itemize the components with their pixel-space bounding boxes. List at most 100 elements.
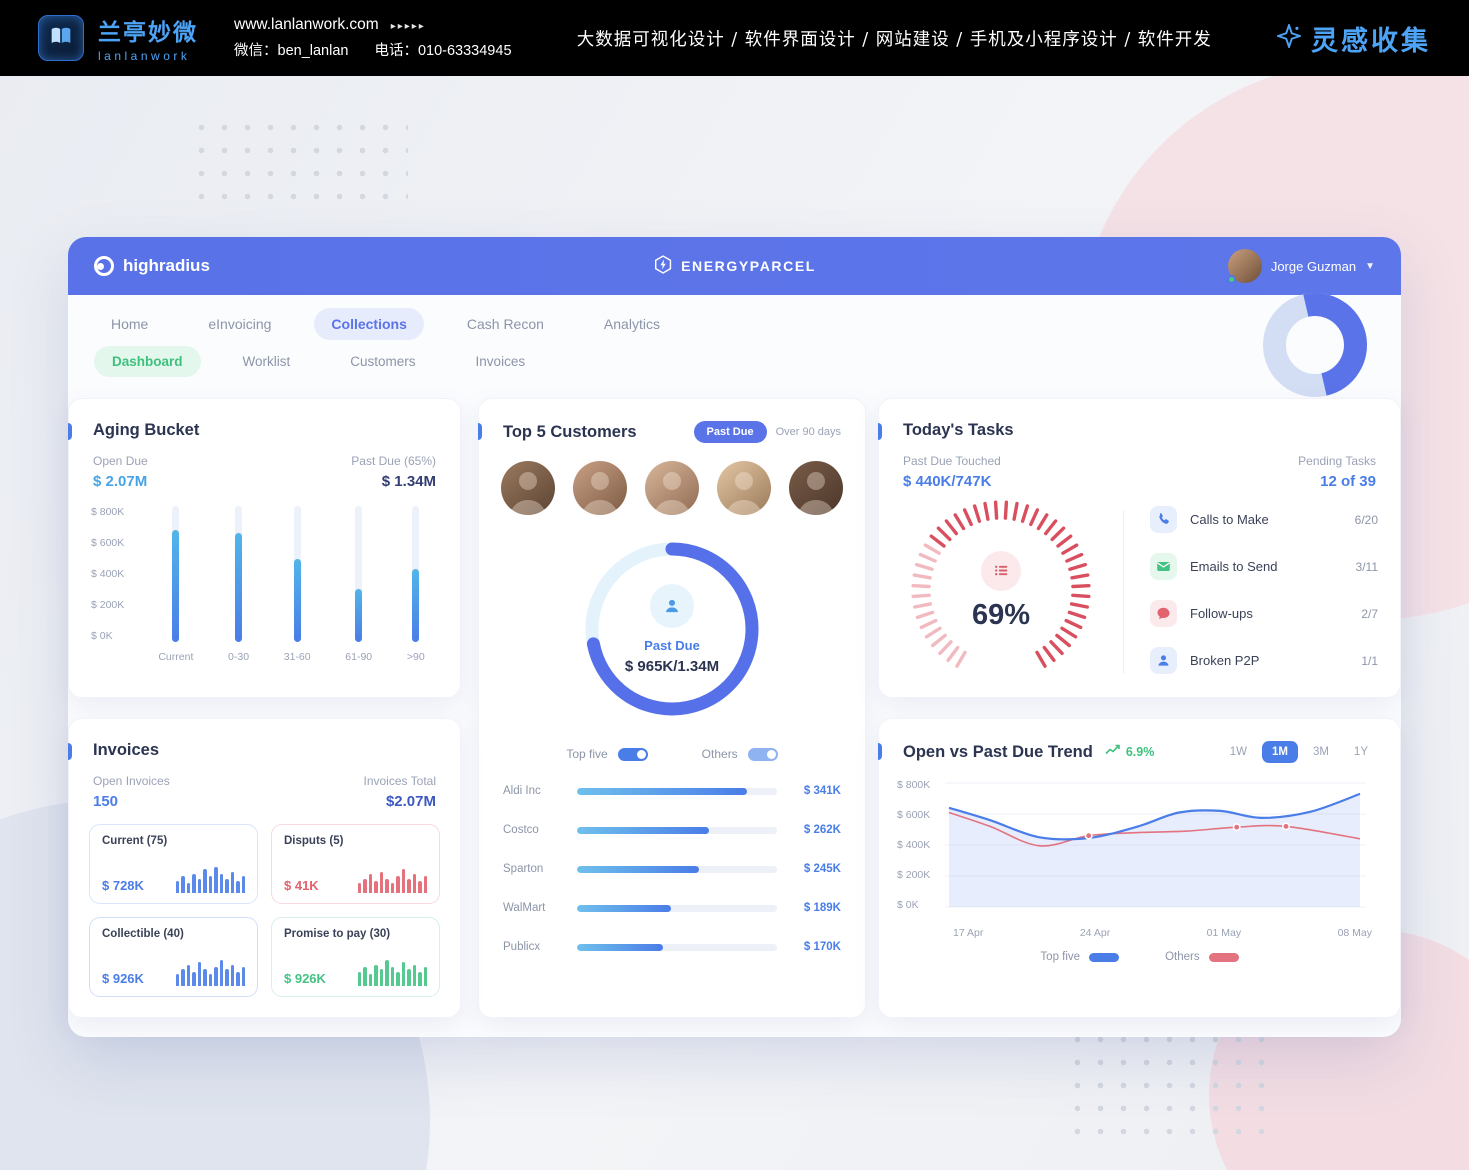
customer-avatar[interactable] (501, 461, 555, 515)
customer-avatar[interactable] (789, 461, 843, 515)
open-invoices-value: 150 (93, 793, 119, 810)
legend-label: Others (701, 747, 738, 761)
task-row[interactable]: Calls to Make 6/20 (1150, 506, 1378, 533)
card-title: Aging Bucket (93, 421, 200, 439)
mini-bar (418, 880, 422, 893)
brand-name-cn: 兰亭妙微 (98, 19, 198, 45)
toggle-knob (636, 749, 646, 759)
toggle-switch[interactable] (747, 747, 778, 761)
axis-tick-label: $ 600K (897, 809, 931, 821)
invoice-breakdown-value: $ 926K (102, 971, 144, 986)
top-five-line (948, 792, 1361, 841)
mini-bar (236, 971, 240, 986)
nav-item-home[interactable]: Home (111, 316, 149, 332)
open-due-label: Open Due (93, 454, 148, 468)
customer-value: $ 170K (803, 941, 841, 953)
gauge-tick (1050, 526, 1066, 542)
company-name: ENERGYPARCEL (681, 258, 816, 274)
customer-avatar[interactable] (573, 461, 627, 515)
contact-block: www.lanlanwork.com ▸▸▸▸▸ 微信：ben_lanlan 电… (234, 16, 512, 60)
wechat-label: 微信：ben_lanlan (234, 43, 349, 59)
gauge-tick (1036, 513, 1049, 531)
subnav-item-customers[interactable]: Customers (350, 354, 416, 369)
user-name: Jorge Guzman (1270, 258, 1357, 274)
customer-bar-row: Sparton $ 245K (503, 863, 841, 875)
inspiration-collect-button[interactable]: 灵感收集 (1275, 19, 1431, 58)
task-list: Calls to Make 6/20 Emails to Send 3/11 Follo… (1150, 506, 1382, 674)
trend-card: Open vs Past Due Trend 6.9% 1W 1M 3M 1Y $ 8… (878, 718, 1401, 1018)
mini-bar (368, 873, 372, 893)
axis-category-label: >90 (406, 651, 425, 663)
todays-tasks-card: Today's Tasks Past Due Touched $ 440K/74… (878, 398, 1401, 698)
legend-toggle[interactable]: Top five (566, 747, 648, 761)
aging-bar-column: >90 (407, 506, 425, 663)
gauge-tick (1055, 633, 1072, 648)
subnav-item-dashboard[interactable]: Dashboard (94, 346, 201, 377)
phone-label: 电话：010-63334945 (374, 43, 512, 59)
energyparcel-hexagon-bolt-icon (653, 255, 672, 277)
invoices-total-label: Invoices Total (363, 774, 437, 788)
gauge-tick (946, 645, 960, 663)
past-due-touched-label: Past Due Touched (903, 454, 1001, 468)
gauge-tick (1071, 593, 1091, 599)
mini-bar (208, 973, 212, 986)
user-menu[interactable]: Jorge Guzman ▼ (1226, 249, 1375, 284)
trend-legend-item[interactable]: Top five (1040, 951, 1120, 963)
mini-bar-chart (175, 956, 245, 986)
past-due-filter-badge[interactable]: Past Due (693, 421, 767, 443)
invoice-breakdown-card[interactable]: Promise to pay (30) $ 926K (271, 917, 440, 997)
top5-legend-toggles: Top five Others (479, 747, 865, 761)
axis-category-label: 31-60 (283, 651, 311, 663)
mini-bar (368, 973, 372, 986)
trend-legend-item[interactable]: Others (1165, 951, 1239, 963)
task-count: 1/1 (1361, 653, 1378, 668)
range-button-3m[interactable]: 3M (1312, 746, 1329, 758)
mini-bar (197, 962, 201, 986)
customer-avatar[interactable] (645, 461, 699, 515)
highradius-logo[interactable]: highradius (94, 256, 210, 276)
range-button-1y[interactable]: 1Y (1353, 746, 1368, 758)
gauge-tick (993, 500, 999, 520)
task-row[interactable]: Broken P2P 1/1 (1150, 647, 1378, 674)
gauge-tick (914, 562, 934, 572)
range-button-1m[interactable]: 1M (1261, 741, 1298, 763)
others-data-point (1282, 822, 1290, 831)
gauge-tick (929, 534, 946, 548)
invoice-breakdown-card[interactable]: Disputs (5) $ 41K (271, 824, 440, 904)
invoice-breakdown-card[interactable]: Current (75) $ 728K (89, 824, 258, 904)
axis-tick-label: 24 Apr (1079, 927, 1111, 939)
nav-item-analytics[interactable]: Analytics (603, 316, 660, 332)
decor-ring (1243, 273, 1387, 417)
trend-legend-label: Others (1165, 951, 1200, 963)
subnav-item-worklist[interactable]: Worklist (242, 354, 291, 369)
legend-toggle[interactable]: Others (702, 747, 778, 761)
task-row[interactable]: Emails to Send 3/11 (1150, 553, 1378, 580)
mini-bar (379, 969, 383, 986)
nav-item-einvoicing[interactable]: eInvoicing (208, 316, 272, 332)
toggle-switch[interactable] (617, 747, 648, 761)
customer-bar-track (577, 787, 777, 795)
invoice-breakdown-value: $ 926K (284, 971, 326, 986)
online-status-dot (1226, 275, 1236, 284)
nav-item-cash-recon[interactable]: Cash Recon (466, 316, 544, 332)
gauge-tick (911, 593, 931, 599)
range-button-1w[interactable]: 1W (1229, 746, 1247, 758)
gauge-tick (955, 650, 967, 668)
invoice-breakdown-label: Promise to pay (30) (284, 928, 391, 940)
lanlanwork-logo[interactable] (38, 15, 84, 61)
invoice-breakdown-card[interactable]: Collectible (40) $ 926K (89, 917, 258, 997)
gauge-tick (911, 583, 931, 589)
mini-bar (192, 873, 196, 893)
subnav-item-invoices[interactable]: Invoices (475, 354, 526, 369)
website-link[interactable]: www.lanlanwork.com (234, 16, 379, 33)
customer-avatar[interactable] (717, 461, 771, 515)
sparkle-icon (1275, 21, 1303, 53)
range-selector: 1W 1M 3M 1Y (1220, 741, 1378, 763)
mini-bar (412, 873, 416, 893)
top-five-area (949, 793, 1360, 907)
nav-item-collections[interactable]: Collections (314, 308, 424, 340)
task-list-icon (981, 550, 1021, 591)
invoice-breakdown-value: $ 728K (102, 878, 144, 893)
axis-tick-label: $ 400K (91, 568, 125, 580)
task-row[interactable]: Follow-ups 2/7 (1150, 600, 1378, 627)
